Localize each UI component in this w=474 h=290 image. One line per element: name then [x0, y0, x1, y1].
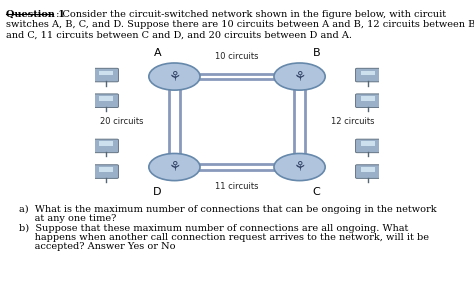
Bar — [361, 70, 375, 75]
Text: ⚘: ⚘ — [168, 70, 181, 84]
FancyBboxPatch shape — [356, 165, 380, 178]
Text: at any one time?: at any one time? — [19, 214, 116, 223]
FancyBboxPatch shape — [94, 165, 118, 178]
Bar — [99, 142, 113, 146]
Circle shape — [274, 153, 325, 181]
Text: happens when another call connection request arrives to the network, will it be: happens when another call connection req… — [19, 233, 429, 242]
Bar — [361, 167, 375, 172]
Text: 12 circuits: 12 circuits — [331, 117, 374, 126]
Text: switches A, B, C, and D. Suppose there are 10 circuits between A and B, 12 circu: switches A, B, C, and D. Suppose there a… — [6, 20, 474, 29]
Text: ⚘: ⚘ — [293, 160, 306, 174]
Circle shape — [149, 153, 200, 181]
Bar — [361, 142, 375, 146]
FancyBboxPatch shape — [94, 139, 118, 153]
Bar — [99, 96, 113, 101]
Text: and C, 11 circuits between C and D, and 20 circuits between D and A.: and C, 11 circuits between C and D, and … — [6, 30, 352, 39]
Text: Question 1: Question 1 — [6, 10, 65, 19]
Bar — [361, 96, 375, 101]
Text: ⚘: ⚘ — [293, 70, 306, 84]
FancyBboxPatch shape — [94, 68, 118, 82]
Text: B: B — [313, 48, 320, 59]
Text: A: A — [154, 48, 161, 59]
Text: D: D — [153, 187, 162, 197]
FancyBboxPatch shape — [94, 94, 118, 108]
Text: a)  What is the maximum number of connections that can be ongoing in the network: a) What is the maximum number of connect… — [19, 204, 437, 213]
FancyBboxPatch shape — [356, 139, 380, 153]
Text: accepted? Answer Yes or No: accepted? Answer Yes or No — [19, 242, 175, 251]
FancyBboxPatch shape — [356, 68, 380, 82]
Text: 11 circuits: 11 circuits — [215, 182, 259, 191]
Text: : Consider the circuit-switched network shown in the figure below, with circuit: : Consider the circuit-switched network … — [53, 10, 446, 19]
Circle shape — [274, 63, 325, 90]
Text: b)  Suppose that these maximum number of connections are all ongoing. What: b) Suppose that these maximum number of … — [19, 224, 408, 233]
FancyBboxPatch shape — [356, 94, 380, 108]
Text: C: C — [313, 187, 320, 197]
Text: 20 circuits: 20 circuits — [100, 117, 143, 126]
Bar — [99, 70, 113, 75]
Circle shape — [149, 63, 200, 90]
Text: ⚘: ⚘ — [168, 160, 181, 174]
Text: 10 circuits: 10 circuits — [215, 52, 259, 61]
Bar — [99, 167, 113, 172]
